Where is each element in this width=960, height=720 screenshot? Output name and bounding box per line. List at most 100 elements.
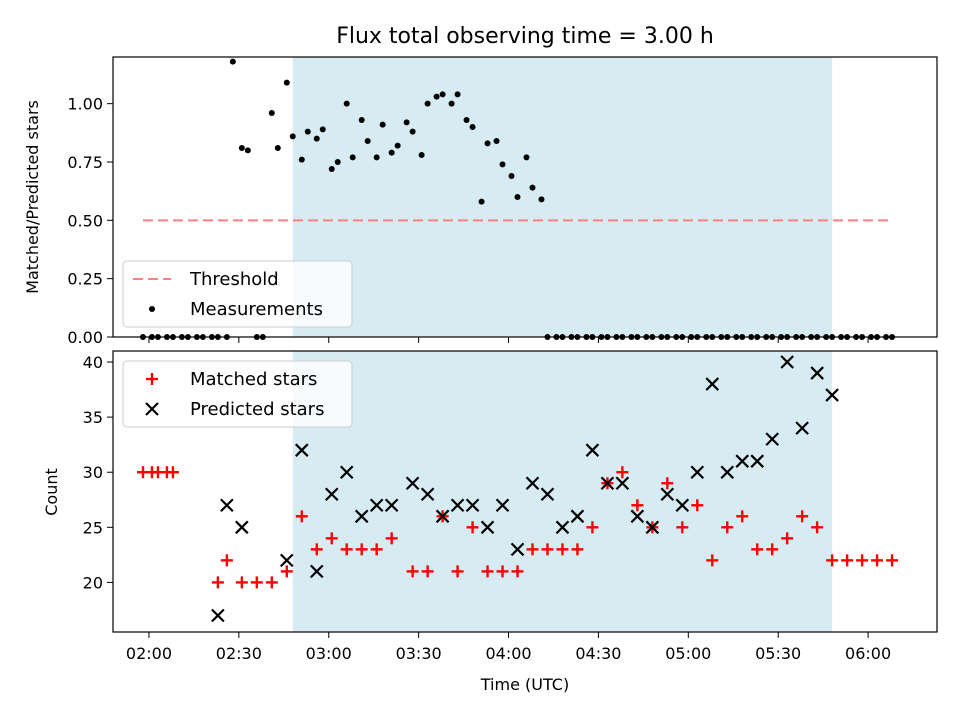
measurement-point: [499, 161, 506, 168]
measurement-point: [463, 117, 470, 123]
plot-frame: [112, 56, 938, 338]
matched-star-point: [481, 565, 494, 578]
measurement-point: [379, 121, 386, 128]
y-axis-label-top: Matched/Predicted stars: [23, 100, 42, 294]
predicted-star-point: [450, 498, 465, 513]
measurement-point: [268, 110, 275, 116]
matched-star-point: [691, 499, 704, 512]
matched-star-point: [220, 554, 233, 567]
measurement-point: [238, 145, 245, 151]
y-tick-label: 1.00: [67, 95, 103, 114]
matched-star-point: [451, 565, 464, 578]
predicted-star-point: [645, 520, 660, 535]
legend-label: Predicted stars: [190, 399, 324, 420]
measurement-point: [304, 128, 311, 135]
measurement-point: [409, 128, 416, 135]
predicted-star-point: [630, 509, 645, 524]
measurement-point: [334, 159, 341, 165]
measurement-point: [469, 124, 476, 130]
predicted-star-point: [780, 355, 794, 369]
predicted-star-point: [690, 465, 705, 479]
y-tick-label: 0.00: [67, 328, 103, 347]
matched-star-point: [676, 521, 689, 534]
measurement-point: [433, 93, 440, 100]
matched-star-point: [496, 565, 509, 578]
predicted-star-point: [525, 476, 540, 491]
y-tick-label: 20: [83, 573, 103, 592]
matched-star-point: [211, 576, 224, 589]
matched-star-point: [511, 565, 524, 578]
x-tick-label: 02:30: [216, 644, 262, 663]
legend-label: Matched stars: [190, 369, 317, 390]
predicted-star-point: [510, 542, 525, 557]
matched-star-point: [706, 554, 719, 567]
matched-star-point: [280, 565, 293, 578]
matched-star-point: [385, 532, 398, 545]
matched-star-point: [295, 510, 308, 523]
matched-star-point: [631, 499, 644, 512]
matched-star-point: [265, 576, 278, 589]
legend-measurement-swatch: [149, 306, 155, 312]
matched-star-point: [310, 543, 323, 556]
plot-frame: [112, 350, 938, 633]
measurement-point: [439, 91, 446, 98]
x-tick-label: 02:00: [126, 644, 172, 663]
measurement-point: [343, 100, 350, 107]
legend: Matched stars Predicted stars: [122, 360, 353, 428]
matched-star-point: [466, 521, 479, 534]
measurement-point: [523, 154, 530, 161]
predicted-star-point: [585, 443, 600, 457]
predicted-star-point: [435, 509, 450, 524]
matched-star-point: [370, 543, 383, 556]
matched-star-point: [811, 521, 824, 534]
matched-star-point: [235, 576, 248, 589]
legend-label: Measurements: [190, 299, 323, 320]
measurement-point: [394, 142, 401, 149]
measurement-point: [388, 149, 395, 156]
measurement-point: [319, 126, 326, 133]
predicted-star-point: [465, 498, 480, 513]
predicted-star-point: [235, 520, 249, 535]
measurement-point: [484, 140, 491, 147]
predicted-star-point: [420, 487, 435, 502]
chart-title: Flux total observing time = 3.00 h: [336, 24, 714, 49]
predicted-star-point: [795, 421, 809, 435]
predicted-star-point: [810, 366, 824, 380]
x-tick-label: 05:00: [665, 644, 711, 663]
measurement-point: [448, 100, 455, 107]
matched-star-point: [826, 554, 839, 567]
predicted-star-point: [324, 487, 339, 502]
predicted-star-point: [615, 476, 630, 491]
y-tick-label: 0.75: [67, 153, 103, 172]
matched-star-point: [766, 543, 779, 556]
measurement-point: [454, 91, 461, 98]
matched-star-point: [166, 466, 179, 479]
matched-star-point: [841, 554, 854, 567]
measurement-point: [403, 119, 410, 126]
matched-star-point: [421, 565, 434, 578]
predicted-star-point: [384, 498, 399, 513]
predicted-star-point: [294, 443, 309, 457]
measurement-point: [289, 133, 296, 140]
measurement-point: [349, 154, 356, 161]
measurement-point: [529, 184, 536, 191]
matched-star-point: [856, 554, 869, 567]
predicted-star-point: [309, 564, 324, 579]
measurement-point: [229, 58, 236, 65]
x-axis-label: Time (UTC): [480, 675, 569, 694]
measurement-point: [274, 145, 281, 151]
predicted-star-point: [220, 498, 234, 513]
matched-star-point: [721, 521, 734, 534]
measurement-point: [418, 152, 425, 158]
shaded-observing-window: [292, 57, 833, 337]
measurement-point: [373, 154, 380, 161]
matched-star-point: [886, 554, 899, 567]
measurement-point: [298, 156, 305, 163]
predicted-star-point: [211, 608, 225, 623]
legend: Threshold Measurements: [122, 260, 353, 328]
predicted-star-point: [600, 476, 615, 491]
measurement-point: [508, 173, 515, 179]
matched-star-point: [796, 510, 809, 523]
predicted-star-point: [540, 487, 555, 502]
predicted-star-point: [354, 509, 369, 524]
